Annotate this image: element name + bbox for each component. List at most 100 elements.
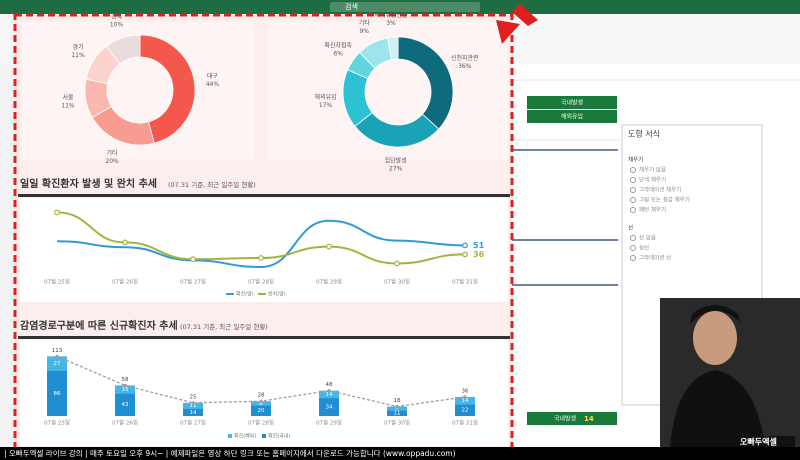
x-tick-label: 07월 25일 xyxy=(44,278,70,286)
total-label: 113 xyxy=(52,348,63,354)
bar-segment xyxy=(319,390,339,399)
slice-value: 3% xyxy=(386,20,396,27)
bar-segment xyxy=(251,405,271,416)
section-subtitle: (07.31 기준, 최근 일주일 현황) xyxy=(168,180,256,189)
slice-value: 11% xyxy=(71,52,85,59)
arrow xyxy=(512,4,538,26)
slice-label: 서울 xyxy=(62,93,74,101)
slice-value: 44% xyxy=(206,81,220,88)
x-tick-label: 07월 25일 xyxy=(44,419,70,427)
bar-label: 22 xyxy=(462,408,469,414)
total-point xyxy=(395,404,399,409)
panel xyxy=(20,340,508,446)
slice-label: 신천지관련 xyxy=(451,54,479,62)
slice-label: 확진자접촉 xyxy=(324,42,352,50)
x-tick-label: 07월 28일 xyxy=(248,419,274,427)
webcam-face xyxy=(693,311,737,365)
panel-item: 선 없음 xyxy=(639,234,656,242)
end-label: 51 xyxy=(473,241,485,250)
x-tick-label: 07월 31일 xyxy=(452,278,478,286)
total-label: 58 xyxy=(122,377,129,383)
bar-label: 14 xyxy=(462,398,469,404)
tile-label: 국내발생 xyxy=(561,99,583,107)
total-label: 48 xyxy=(326,382,333,388)
legend-label: 완치(명) xyxy=(268,291,286,298)
search-box[interactable] xyxy=(330,2,480,12)
total-point xyxy=(327,389,331,393)
point xyxy=(394,260,400,267)
bar-segment xyxy=(455,404,475,416)
ticker-bar xyxy=(0,447,800,460)
section-title: 일일 확진환자 발생 및 완치 추세 xyxy=(20,177,157,190)
slice-value: 20% xyxy=(105,158,119,165)
total-point xyxy=(259,399,263,403)
panel-item: 채우기 xyxy=(628,156,643,164)
radio xyxy=(630,177,636,183)
slice-label: 대구 xyxy=(207,72,219,80)
panel-item: 그림 또는 질감 채우기 xyxy=(639,196,690,204)
ticker: | 오빠두엑셀 라이브 강의 | 매주 토요일 오후 9시~ | 예제파일은 영… xyxy=(4,448,456,458)
x-tick-label: 07월 28일 xyxy=(248,278,274,286)
bar-segment xyxy=(47,370,67,416)
slice-label: 기타 xyxy=(359,19,371,27)
bar-segment xyxy=(115,393,135,416)
x-tick-label: 07월 31일 xyxy=(452,419,478,427)
tile xyxy=(527,110,617,123)
bar-label: 11 xyxy=(394,411,401,417)
point xyxy=(122,239,128,246)
search-text: 검색 xyxy=(345,2,358,11)
logo-box xyxy=(735,436,795,448)
point xyxy=(190,256,196,263)
x-tick-label: 07월 29일 xyxy=(316,419,342,427)
x-tick-label: 07월 26일 xyxy=(112,278,138,286)
tile-label: 해외유입 xyxy=(561,113,583,121)
radio xyxy=(630,197,636,203)
section-rule xyxy=(18,194,510,197)
x-tick-label: 07월 30일 xyxy=(384,419,410,427)
slice-label: 해외유입관련 xyxy=(374,11,407,19)
slice-label: 경북 xyxy=(111,13,123,20)
bar-label: 8 xyxy=(259,401,263,407)
slice-label: 집단발생 xyxy=(385,156,407,164)
point xyxy=(462,251,468,258)
donut-slice xyxy=(387,36,399,61)
panel-item: 그라데이션 채우기 xyxy=(639,186,681,194)
bar-segment xyxy=(183,402,203,409)
bar-label: 14 xyxy=(190,410,197,416)
bar-label: 34 xyxy=(326,405,333,411)
x-tick-label: 07월 27일 xyxy=(180,278,206,286)
legend-swatch xyxy=(262,434,266,438)
radio xyxy=(630,187,636,193)
radio xyxy=(630,167,636,173)
donut-slice xyxy=(397,36,454,130)
slice-value: 36% xyxy=(458,63,472,70)
tile-value: 14 xyxy=(584,415,594,423)
legend-label: 확진(해외) xyxy=(234,433,256,440)
tile xyxy=(527,96,617,109)
bar-segment xyxy=(387,406,407,411)
point xyxy=(54,209,60,216)
section-rule xyxy=(18,336,510,339)
section-title: 감염경로구분에 따른 신규확진자 추세 xyxy=(20,319,178,332)
bar-label: 7 xyxy=(395,406,399,412)
radio xyxy=(630,245,636,251)
total-label: 28 xyxy=(258,393,265,399)
logo: 오빠두엑셀 xyxy=(740,437,777,447)
bar-label: 11 xyxy=(190,403,197,409)
total-point xyxy=(463,395,467,399)
panel-item: 실선 xyxy=(639,244,649,252)
radio xyxy=(630,235,636,241)
total-label: 18 xyxy=(394,398,401,404)
legend-swatch xyxy=(228,434,232,438)
point xyxy=(258,255,264,261)
point xyxy=(462,242,468,249)
slice-value: 27% xyxy=(389,165,403,172)
line xyxy=(56,219,466,269)
slice-label: 기타 xyxy=(107,149,119,157)
end-label: 36 xyxy=(473,250,485,259)
radio xyxy=(630,255,636,261)
slice-label: 해외유입 xyxy=(315,93,337,101)
bar-label: 43 xyxy=(122,402,129,408)
panel-item: 선 xyxy=(628,224,633,232)
total-point xyxy=(191,401,195,405)
